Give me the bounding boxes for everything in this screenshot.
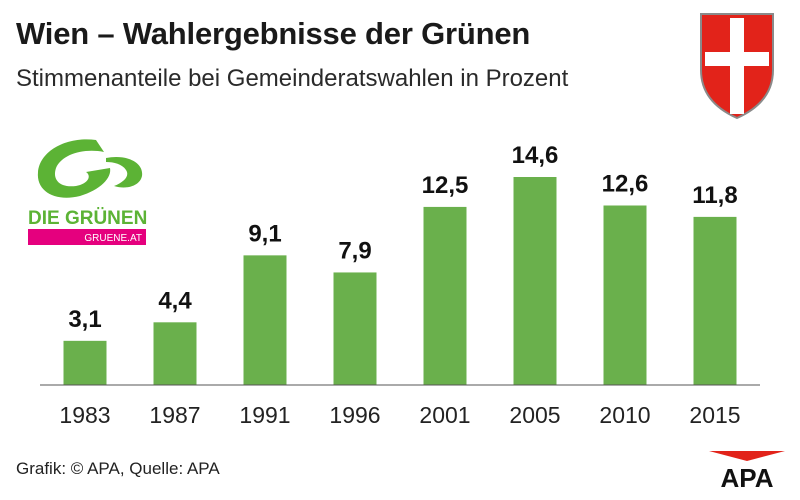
apa-logo-icon: APA — [709, 451, 785, 491]
value-label-2015: 11,8 — [692, 182, 737, 209]
chart-subtitle: Stimmenanteile bei Gemeinderatswahlen in… — [16, 65, 569, 92]
value-label-1991: 9,1 — [248, 220, 281, 247]
bar-1991 — [243, 255, 287, 385]
x-tick-label-2010: 2010 — [599, 402, 650, 428]
value-label-2010: 12,6 — [602, 170, 649, 197]
x-tick-label-1996: 1996 — [329, 402, 380, 428]
x-tick-labels: 1983 1987 1991 1996 2001 2005 2010 2015 — [59, 402, 740, 428]
x-tick-label-2001: 2001 — [419, 402, 470, 428]
chart-title: Wien – Wahlergebnisse der Grünen — [16, 16, 531, 51]
value-label-1987: 4,4 — [158, 287, 192, 314]
bar-2015 — [693, 216, 737, 385]
x-tick-label-2015: 2015 — [689, 402, 740, 428]
value-label-1996: 7,9 — [338, 237, 371, 264]
x-tick-label-1987: 1987 — [149, 402, 200, 428]
source-credit: Grafik: © APA, Quelle: APA — [16, 459, 220, 478]
bar-2005 — [513, 177, 557, 385]
logo-url: GRUENE.AT — [84, 233, 142, 244]
agency-name: APA — [721, 463, 774, 491]
vienna-coat-of-arms-icon — [700, 13, 774, 120]
logo-name: DIE GRÜNEN — [28, 208, 147, 229]
value-label-2001: 12,5 — [422, 172, 469, 199]
value-labels: 3,1 4,4 9,1 7,9 12,5 14,6 12,6 11,8 — [68, 142, 737, 333]
value-label-1983: 3,1 — [68, 306, 101, 333]
bar-1987 — [153, 322, 197, 385]
bar-2010 — [603, 205, 647, 385]
value-label-2005: 14,6 — [512, 142, 559, 169]
bar-1996 — [333, 272, 377, 385]
gruene-logo-icon: DIE GRÜNEN GRUENE.AT — [28, 139, 147, 245]
x-tick-label-1991: 1991 — [239, 402, 290, 428]
bar-1983 — [63, 340, 107, 385]
bars-group — [63, 177, 737, 385]
x-tick-label-2005: 2005 — [509, 402, 560, 428]
x-tick-label-1983: 1983 — [59, 402, 110, 428]
bar-2001 — [423, 206, 467, 385]
